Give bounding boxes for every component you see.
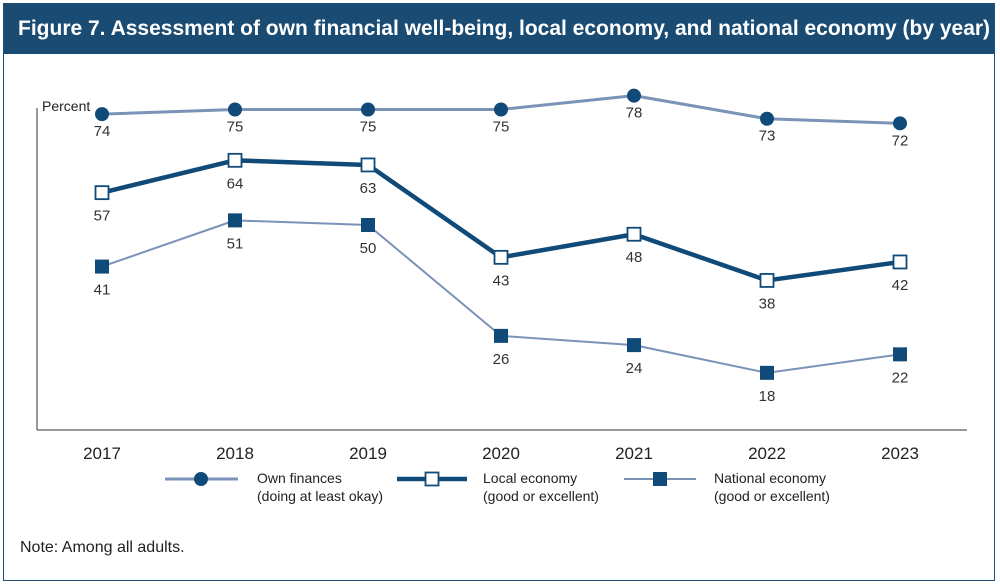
national-economy-point xyxy=(494,328,508,343)
local-economy-point xyxy=(759,273,775,288)
x-tick-label: 2022 xyxy=(748,444,786,463)
national-economy-data-label: 18 xyxy=(759,388,776,405)
local-economy-point xyxy=(94,185,110,201)
local-economy-data-label: 48 xyxy=(626,249,643,266)
local-economy-data-label: 63 xyxy=(360,180,377,197)
local-economy-point xyxy=(892,254,908,270)
legend-own-finances-marker xyxy=(194,472,208,486)
own-finances-data-label: 75 xyxy=(227,119,244,136)
legend-own-finances-sublabel: (doing at least okay) xyxy=(257,488,383,504)
own-finances-point xyxy=(893,116,907,131)
figure-frame: Figure 7. Assessment of own financial we… xyxy=(3,3,995,581)
national-economy-data-label: 50 xyxy=(360,240,377,257)
own-finances-point xyxy=(95,107,109,122)
national-economy-data-label: 24 xyxy=(626,360,643,377)
local-economy-data-label: 57 xyxy=(94,208,111,225)
national-economy-point xyxy=(95,259,109,274)
own-finances-point xyxy=(361,102,375,117)
local-economy-data-label: 64 xyxy=(227,175,244,192)
national-economy-data-label: 26 xyxy=(493,351,510,368)
x-tick-label: 2023 xyxy=(881,444,919,463)
local-economy-point xyxy=(227,152,243,168)
local-economy-point xyxy=(626,226,642,242)
national-economy-data-label: 51 xyxy=(227,235,244,252)
national-economy-point xyxy=(361,218,375,232)
figure-note: Note: Among all adults. xyxy=(20,539,185,556)
own-finances-data-label: 72 xyxy=(892,132,909,149)
x-tick-label: 2019 xyxy=(349,444,387,463)
legend-national-economy-marker xyxy=(653,472,667,486)
local-economy-data-label: 38 xyxy=(759,295,776,312)
legend-own-finances-label: Own finances xyxy=(257,470,342,486)
legend-local-economy-label: Local economy xyxy=(483,470,577,486)
legend-national-economy-label: National economy xyxy=(714,470,826,486)
own-finances-point xyxy=(228,102,242,117)
y-axis-label: Percent xyxy=(42,98,90,114)
own-finances-point xyxy=(760,111,774,126)
national-economy-point xyxy=(760,365,774,380)
legend-local-economy-marker xyxy=(424,471,440,487)
figure-title: Figure 7. Assessment of own financial we… xyxy=(4,4,994,54)
national-economy-point xyxy=(893,347,907,362)
own-finances-data-label: 74 xyxy=(94,123,111,140)
own-finances-data-label: 73 xyxy=(759,128,776,145)
national-economy-point xyxy=(228,213,242,228)
legend-national-economy-sublabel: (good or excellent) xyxy=(714,488,830,504)
own-finances-point xyxy=(494,102,508,117)
local-economy-data-label: 43 xyxy=(493,272,510,289)
x-tick-label: 2017 xyxy=(83,444,121,463)
x-tick-label: 2018 xyxy=(216,444,254,463)
own-finances-data-label: 75 xyxy=(360,119,377,136)
legend-local-economy-sublabel: (good or excellent) xyxy=(483,488,599,504)
own-finances-data-label: 75 xyxy=(493,119,510,136)
local-economy-point xyxy=(493,249,509,265)
own-finances-point xyxy=(627,88,641,103)
local-economy-data-label: 42 xyxy=(892,277,909,294)
x-tick-label: 2020 xyxy=(482,444,520,463)
local-economy-point xyxy=(360,157,376,173)
national-economy-point xyxy=(627,338,641,353)
own-finances-data-label: 78 xyxy=(626,105,643,122)
national-economy-data-label: 22 xyxy=(892,369,909,386)
x-tick-label: 2021 xyxy=(615,444,653,463)
national-economy-data-label: 41 xyxy=(94,282,111,299)
